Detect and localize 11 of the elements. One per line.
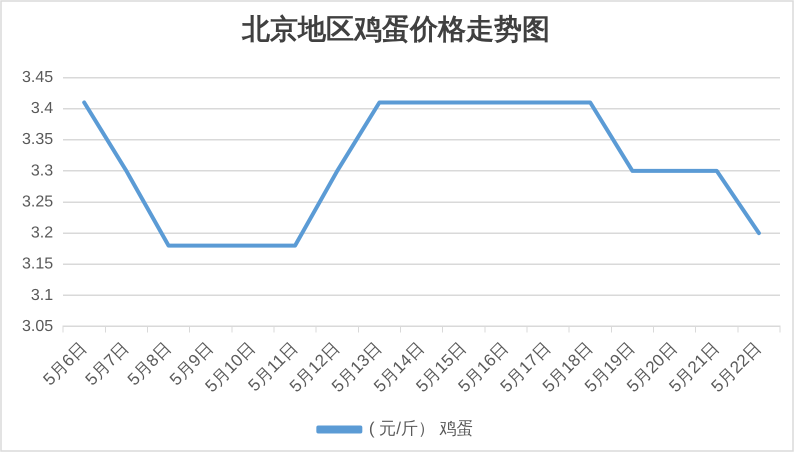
legend-label: ( 元/斤） 鸡蛋 [368,419,474,438]
y-tick-label: 3.35 [22,131,54,148]
y-tick-label: 3.1 [30,286,54,304]
y-tick-label: 3.3 [30,162,54,180]
y-tick-label: 3.45 [22,69,54,86]
y-tick-label: 3.25 [22,193,54,210]
chart-title: 北京地区鸡蛋价格走势图 [241,14,550,45]
y-tick-label: 3.15 [22,256,54,273]
y-tick-label: 3.4 [30,100,54,118]
y-tick-label: 3.2 [30,224,54,242]
y-tick-label: 3.05 [22,318,54,335]
